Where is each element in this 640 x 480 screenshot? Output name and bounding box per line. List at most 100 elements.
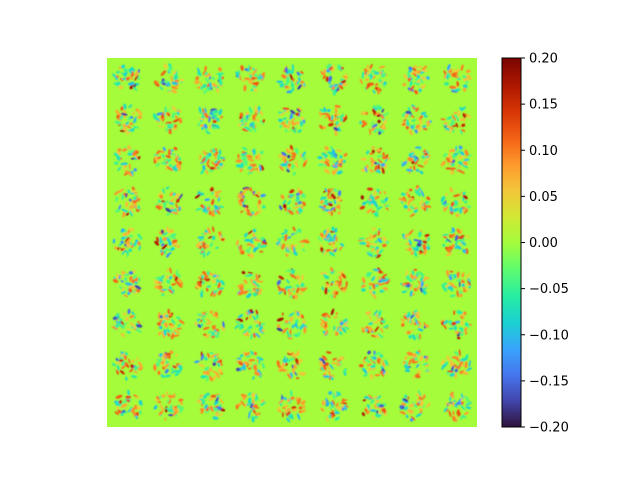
filter-stroke (450, 362, 456, 368)
filter-stroke (336, 170, 343, 175)
filter-stroke (176, 161, 180, 168)
filter-stroke (372, 234, 377, 238)
filter-stroke (130, 364, 134, 369)
filter-stroke (279, 368, 286, 372)
filter-stroke (383, 190, 386, 195)
filter-stroke (129, 68, 132, 74)
filter-stroke (332, 295, 337, 299)
filter-stroke (328, 391, 333, 395)
filter-stroke (324, 324, 329, 331)
filter-stroke (291, 324, 295, 329)
filter-stroke (368, 200, 372, 206)
filter-stroke (171, 89, 178, 94)
filter-stroke (121, 409, 126, 413)
filter-stroke (333, 316, 338, 319)
filter-stroke (465, 272, 471, 280)
filter-stroke (412, 67, 417, 72)
filter-stroke (120, 280, 124, 283)
filter-stroke (195, 207, 203, 211)
filter-stroke (450, 233, 456, 239)
filter-stroke (366, 64, 369, 69)
filter-stroke (369, 409, 377, 412)
filter-stroke (380, 114, 384, 119)
filter-stroke (133, 394, 138, 398)
filter-stroke (175, 79, 179, 83)
filter-stroke (122, 322, 127, 328)
filter-stroke (382, 362, 386, 368)
filter-stroke (320, 407, 325, 412)
filter-stroke (332, 88, 337, 96)
filter-tile (237, 105, 266, 133)
filter-stroke (211, 82, 218, 88)
filter-stroke (138, 277, 141, 282)
filter-stroke (449, 294, 456, 298)
filter-stroke (443, 407, 448, 413)
filter-stroke (324, 115, 328, 119)
filter-stroke (160, 112, 164, 120)
filter-stroke (154, 279, 158, 286)
filter-stroke (253, 210, 260, 216)
filter-stroke (234, 324, 240, 329)
filter-stroke (215, 282, 219, 286)
filter-stroke (422, 127, 428, 131)
filter-stroke (287, 398, 291, 403)
filter-stroke (255, 194, 260, 198)
filter-stroke (128, 285, 136, 290)
filter-stroke (325, 76, 329, 82)
filter-stroke (284, 233, 288, 242)
filter-stroke (324, 283, 330, 287)
filter-stroke (365, 237, 369, 241)
filter-stroke (444, 127, 451, 131)
filter-stroke (381, 166, 385, 174)
filter-stroke (466, 398, 471, 404)
filter-stroke (332, 361, 337, 365)
filter-stroke (464, 149, 469, 157)
filter-stroke (295, 121, 300, 125)
filter-stroke (254, 332, 261, 338)
filter-stroke (287, 120, 291, 127)
filter-stroke (282, 107, 290, 110)
filter-stroke (426, 196, 431, 201)
filter-stroke (257, 203, 260, 208)
filter-stroke (366, 359, 370, 363)
filter-stroke (446, 63, 451, 71)
filter-stroke (128, 104, 133, 108)
filter-stroke (156, 156, 162, 160)
filter-stroke (301, 287, 308, 292)
filter-stroke (217, 287, 225, 291)
filter-stroke (195, 284, 200, 289)
filter-stroke (335, 236, 338, 242)
filter-stroke (453, 351, 460, 356)
filter-stroke (415, 190, 421, 196)
filter-stroke (302, 156, 307, 161)
filter-stroke (377, 312, 381, 317)
filter-stroke (218, 149, 222, 155)
filter-stroke (381, 270, 384, 274)
filter-stroke (448, 327, 455, 330)
colorbar: 0.200.150.100.050.00−0.05−0.10−0.15−0.20 (501, 52, 569, 436)
filter-stroke (240, 152, 248, 156)
filter-stroke (169, 350, 174, 354)
filter-stroke (218, 205, 225, 208)
filter-stroke (115, 394, 123, 399)
filter-stroke (327, 210, 331, 215)
filter-stroke (401, 160, 408, 167)
filter-stroke (216, 372, 220, 379)
filter-stroke (458, 349, 461, 357)
filter-stroke (161, 293, 165, 297)
filter-stroke (372, 89, 376, 94)
filter-stroke (338, 158, 342, 165)
filter-stroke (301, 409, 306, 413)
filter-stroke (213, 401, 219, 406)
filter-stroke (370, 373, 374, 380)
filter-stroke (371, 247, 375, 253)
filter-stroke (332, 289, 337, 294)
filter-stroke (409, 205, 415, 210)
filter-stroke (205, 375, 210, 382)
filter-stroke (156, 112, 163, 116)
filter-stroke (381, 152, 386, 160)
filter-stroke (216, 153, 221, 161)
filter-stroke (401, 319, 405, 324)
filter-stroke (205, 77, 209, 84)
filter-stroke (202, 164, 206, 171)
